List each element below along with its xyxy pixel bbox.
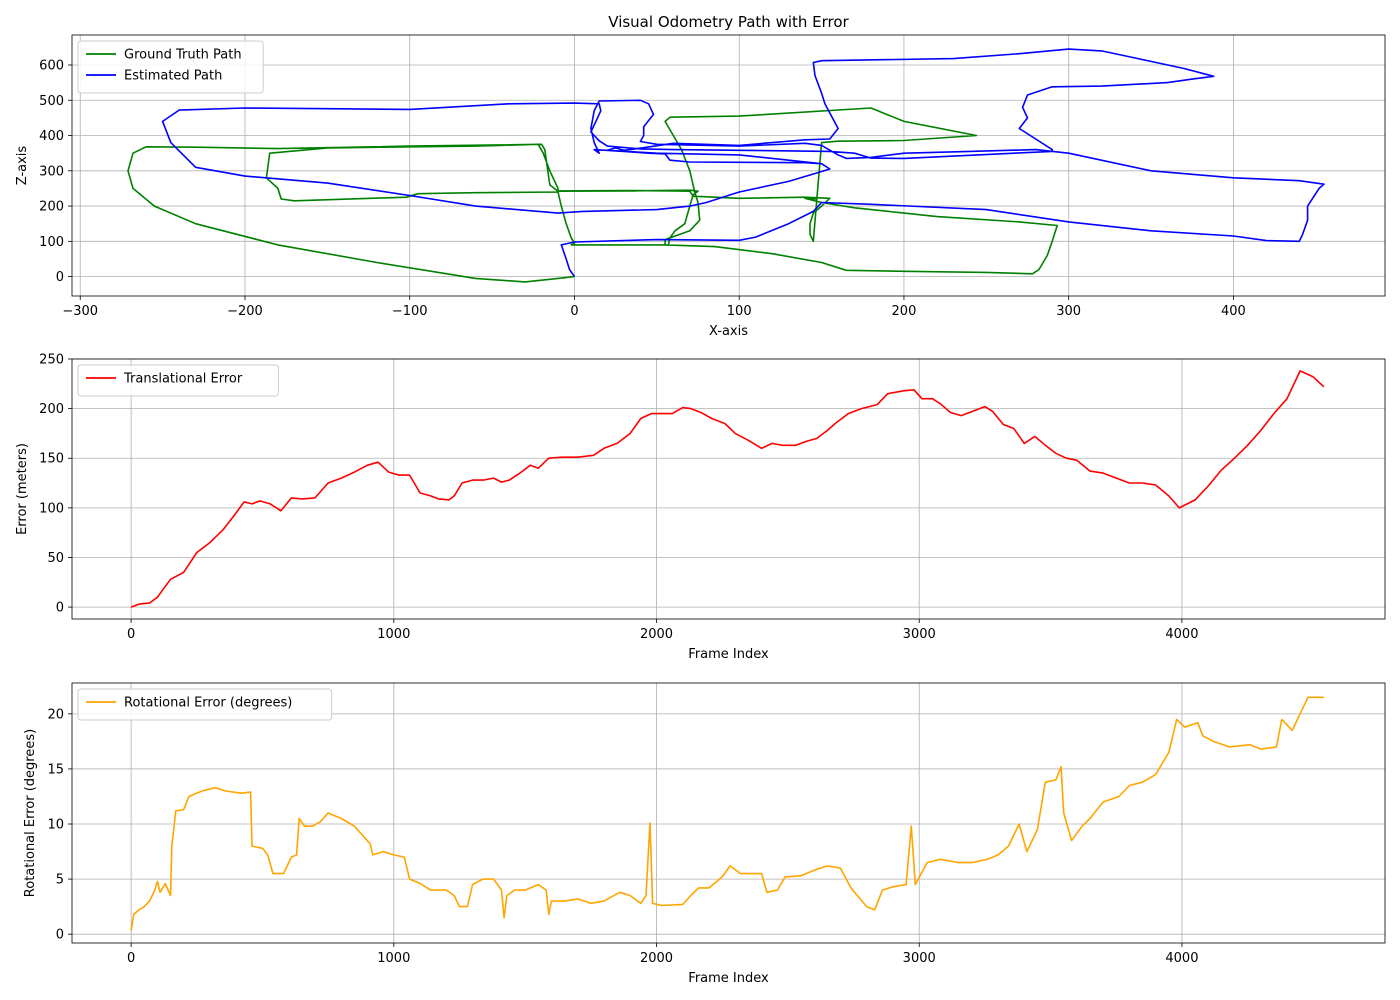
x-tick-label: 0 bbox=[570, 304, 578, 319]
y-axis-label: Rotational Error (degrees) bbox=[23, 729, 38, 897]
y-tick-label: 250 bbox=[39, 353, 64, 368]
x-tick-label: 1000 bbox=[377, 951, 410, 966]
x-tick-label: 4000 bbox=[1165, 951, 1198, 966]
y-tick-label: 200 bbox=[39, 402, 64, 417]
x-tick-label: 3000 bbox=[903, 951, 936, 966]
x-tick-label: 200 bbox=[892, 304, 917, 319]
x-tick-label: −200 bbox=[227, 304, 263, 319]
series-line-rotational-error-degrees bbox=[130, 696, 1324, 932]
series-line-ground-truth-path bbox=[127, 107, 1058, 283]
axes-frame bbox=[71, 358, 1386, 620]
y-tick-label: 20 bbox=[47, 707, 64, 722]
legend-box bbox=[77, 40, 264, 94]
y-axis-label: Error (meters) bbox=[15, 443, 30, 535]
y-tick-label: 100 bbox=[39, 235, 64, 250]
rotational-error-panel: 0 1000 2000 3000 4000 0 5 10 15 20 Frame Index Rota… bbox=[23, 682, 1386, 986]
x-axis-label: Frame Index bbox=[688, 971, 769, 986]
y-axis-label: Z-axis bbox=[15, 146, 30, 186]
y-tick-label: 15 bbox=[47, 762, 64, 777]
x-tick-label: 2000 bbox=[640, 627, 673, 642]
y-tick-label: 0 bbox=[56, 928, 64, 943]
series-line-estimated-path bbox=[161, 48, 1325, 278]
x-tick-label: 3000 bbox=[903, 627, 936, 642]
x-tick-label: −100 bbox=[392, 304, 428, 319]
y-tick-label: 200 bbox=[39, 200, 64, 215]
y-tick-label: 10 bbox=[47, 818, 64, 833]
y-tick-label: 150 bbox=[39, 452, 64, 467]
legend-label: Ground Truth Path bbox=[124, 48, 242, 63]
y-tick-label: 100 bbox=[39, 501, 64, 516]
legend-box bbox=[77, 688, 333, 721]
x-tick-label: 400 bbox=[1221, 304, 1246, 319]
x-axis-label: X-axis bbox=[709, 324, 748, 339]
x-tick-label: −300 bbox=[62, 304, 98, 319]
translational-error-panel: 0 1000 2000 3000 4000 0 50 100 150 200 250 Frame In… bbox=[15, 353, 1386, 662]
legend-box bbox=[77, 364, 279, 397]
legend: Translational Error bbox=[77, 364, 279, 397]
y-tick-label: 500 bbox=[39, 94, 64, 109]
chart-title: Visual Odometry Path with Error bbox=[608, 13, 849, 31]
legend: Rotational Error (degrees) bbox=[77, 688, 333, 721]
x-tick-label: 0 bbox=[127, 951, 135, 966]
y-tick-label: 300 bbox=[39, 164, 64, 179]
series-line-translational-error bbox=[130, 370, 1325, 608]
y-tick-label: 50 bbox=[47, 551, 64, 566]
legend-label: Translational Error bbox=[123, 372, 243, 387]
y-tick-label: 600 bbox=[39, 58, 64, 73]
x-tick-label: 2000 bbox=[640, 951, 673, 966]
x-tick-label: 1000 bbox=[377, 627, 410, 642]
axes-frame bbox=[71, 682, 1386, 944]
x-tick-label: 4000 bbox=[1165, 627, 1198, 642]
y-tick-label: 5 bbox=[56, 873, 64, 888]
x-tick-label: 300 bbox=[1056, 304, 1081, 319]
trajectory-panel: −300 −200 −100 0 100 200 300 400 0 100 200 300 400 50… bbox=[15, 13, 1386, 339]
x-tick-label: 100 bbox=[727, 304, 752, 319]
legend: Ground Truth Path Estimated Path bbox=[77, 40, 264, 94]
axes-frame bbox=[71, 34, 1386, 297]
y-tick-label: 0 bbox=[56, 601, 64, 616]
y-tick-label: 400 bbox=[39, 129, 64, 144]
legend-label: Rotational Error (degrees) bbox=[124, 696, 292, 711]
x-axis-label: Frame Index bbox=[688, 647, 769, 662]
x-tick-label: 0 bbox=[127, 627, 135, 642]
y-tick-label: 0 bbox=[56, 270, 64, 285]
legend-label: Estimated Path bbox=[124, 69, 222, 84]
